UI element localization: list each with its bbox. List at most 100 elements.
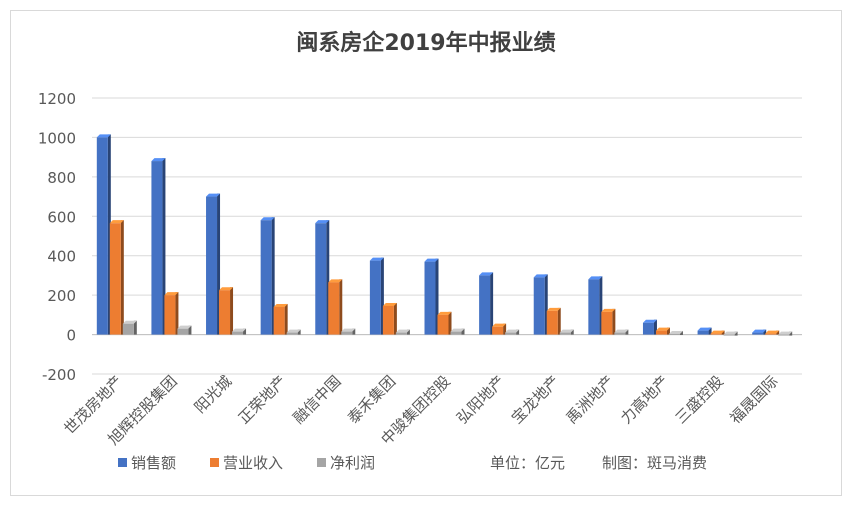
bar-top <box>778 331 793 335</box>
bar-top <box>546 307 561 311</box>
bar-side <box>326 220 330 335</box>
bar <box>96 137 108 335</box>
bar-side <box>188 325 192 335</box>
y-tick-label: 600 <box>47 208 76 226</box>
bar-top <box>723 331 738 335</box>
bar <box>505 332 517 335</box>
x-tick-label: 宝龙地产 <box>508 372 563 427</box>
bar-side <box>284 303 288 335</box>
bar-top <box>206 193 221 197</box>
bar <box>778 334 790 336</box>
legend-swatch <box>210 458 219 467</box>
bar-top <box>260 217 275 221</box>
bar-side <box>230 287 234 335</box>
bar-side <box>734 331 738 336</box>
annotations: 单位：亿元 制图：斑马消费 <box>490 454 707 472</box>
bar-side <box>557 307 561 335</box>
bar-top <box>341 328 356 332</box>
bar-side <box>243 328 247 335</box>
bar-top <box>219 287 234 291</box>
bar-side <box>217 193 221 335</box>
bar-side <box>763 329 767 335</box>
bar <box>177 328 189 335</box>
bar-top <box>697 327 712 331</box>
legend-label: 营业收入 <box>223 454 283 472</box>
bar-top <box>96 134 111 138</box>
bar-top <box>328 279 343 283</box>
bar <box>424 261 436 335</box>
x-tick-label: 弘阳地产 <box>453 372 508 427</box>
y-tick-label: -200 <box>42 366 76 384</box>
bar <box>546 310 558 335</box>
bar-side <box>175 292 179 335</box>
bar <box>752 332 764 335</box>
bar <box>492 326 504 335</box>
chart-title: 闽系房企2019年中报业绩 <box>296 30 555 56</box>
bar <box>219 290 231 335</box>
bar-side <box>461 328 465 335</box>
bar <box>588 279 600 335</box>
y-axis-ticks: -200 0 200 400 600 800 1000 1200 <box>38 90 76 384</box>
bar-top <box>450 328 465 332</box>
x-tick-label: 阳光城 <box>191 372 236 417</box>
bar-side <box>120 220 124 335</box>
bar-top <box>668 330 683 334</box>
legend-label: 净利润 <box>330 454 375 472</box>
bar-top <box>492 323 507 327</box>
bar-side <box>162 158 166 335</box>
bar <box>286 332 298 335</box>
bar <box>710 333 722 335</box>
bars <box>96 134 793 336</box>
bar-side <box>271 217 275 335</box>
bar <box>479 275 491 335</box>
bar-side <box>490 272 494 335</box>
bar <box>655 330 667 335</box>
bar-side <box>789 331 793 336</box>
bar-side <box>708 327 712 335</box>
bar-side <box>448 311 452 335</box>
bar <box>533 277 545 335</box>
legend: 销售额 营业收入 净利润 <box>118 454 375 472</box>
bar <box>697 330 709 335</box>
y-tick-label: 800 <box>47 169 76 187</box>
bar <box>315 223 327 335</box>
bar-top <box>395 329 410 333</box>
y-tick-label: 0 <box>66 327 76 345</box>
bar-top <box>533 274 548 278</box>
x-tick-label: 三盛控股 <box>672 372 727 427</box>
bar-side <box>625 329 629 335</box>
bar <box>122 323 134 335</box>
bar <box>668 333 680 335</box>
x-tick-label: 福晟国际 <box>726 372 781 427</box>
bar <box>614 332 626 335</box>
bar <box>395 332 407 335</box>
bar <box>341 331 353 335</box>
bar-top <box>559 329 574 333</box>
bar <box>601 311 613 335</box>
bar-top <box>479 272 494 276</box>
bar-side <box>406 329 410 335</box>
bar-top <box>382 302 397 306</box>
y-tick-label: 400 <box>47 248 76 266</box>
legend-label: 销售额 <box>131 454 176 472</box>
legend-swatch <box>118 458 127 467</box>
bar <box>723 334 735 336</box>
bar-side <box>721 330 725 335</box>
bar-side <box>666 327 670 335</box>
bar-side <box>380 257 384 335</box>
bar-top <box>286 329 301 333</box>
bar-top <box>588 276 603 280</box>
annotation-text: 制图：斑马消费 <box>602 454 707 472</box>
bar-top <box>424 258 439 262</box>
bar-top <box>273 303 288 307</box>
bar-top <box>601 308 616 312</box>
bar-top <box>232 328 247 332</box>
bar <box>164 295 176 335</box>
legend-swatch <box>317 458 326 467</box>
bar-side <box>393 302 397 335</box>
bar-side <box>133 320 137 335</box>
bar-side <box>776 330 780 335</box>
bar <box>260 220 272 335</box>
y-tick-label: 200 <box>47 287 76 305</box>
